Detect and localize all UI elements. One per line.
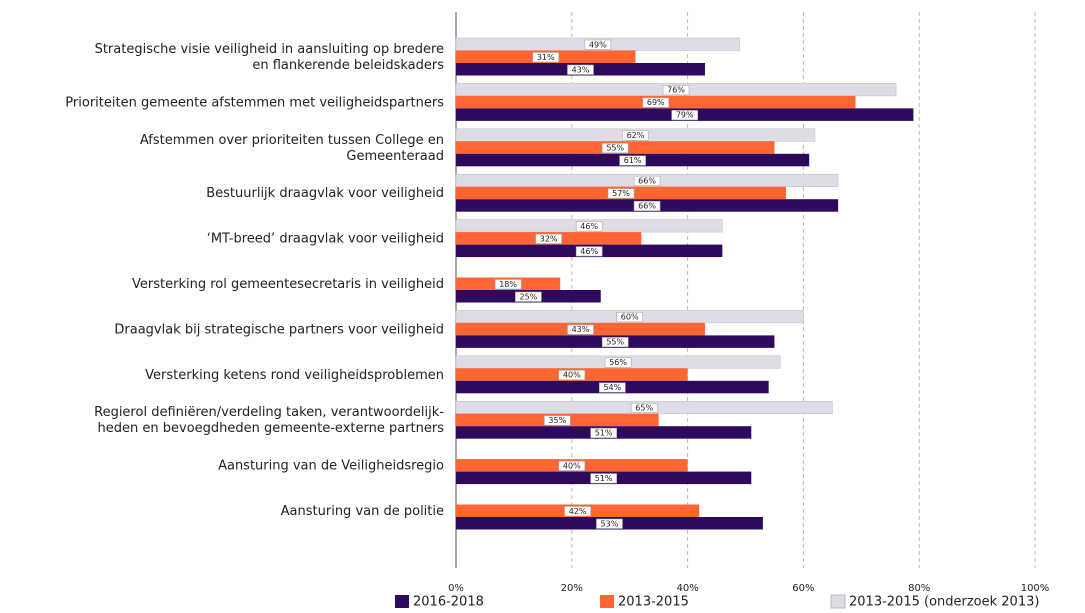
value-label-box — [601, 337, 629, 348]
value-label: 60% — [621, 313, 639, 322]
value-label-box — [575, 221, 603, 232]
value-label: 54% — [603, 383, 621, 392]
value-label: 53% — [601, 519, 619, 528]
value-label-box — [633, 200, 661, 211]
value-label-box — [558, 460, 586, 471]
category-label: Prioriteiten gemeente afstemmen met veil… — [65, 95, 444, 110]
value-label: 32% — [540, 234, 558, 243]
category-label: Strategische visie veiligheid in aanslui… — [95, 42, 445, 73]
category-label: Versterking ketens rond veiligheidsprobl… — [145, 367, 444, 382]
legend-label: 2013-2015 — [618, 595, 689, 610]
category-label: Regierol definiëren/verdeling taken, ver… — [94, 405, 444, 436]
value-label-box — [596, 518, 623, 529]
value-label-box — [604, 357, 632, 368]
value-label-box — [584, 39, 612, 50]
value-label: 51% — [595, 474, 613, 483]
value-label: 76% — [667, 86, 685, 95]
value-label: 56% — [609, 358, 627, 367]
value-label: 55% — [606, 144, 624, 153]
value-label: 46% — [580, 247, 598, 256]
value-label-box — [532, 52, 560, 63]
category-label: Draagvlak bij strategische partners voor… — [114, 322, 444, 337]
value-label-box — [662, 85, 690, 96]
x-tick-label: 40% — [676, 583, 698, 594]
legend-swatch — [830, 594, 846, 609]
value-label-box — [567, 324, 594, 335]
legend-label: 2013-2015 (onderzoek 2013) — [849, 595, 1039, 610]
value-label-box — [642, 97, 670, 108]
legend-swatch — [395, 595, 409, 608]
value-label-box — [601, 143, 629, 154]
x-tick-label: 60% — [792, 583, 814, 594]
value-label: 18% — [499, 280, 517, 289]
value-label: 43% — [572, 65, 590, 74]
value-label-box — [494, 279, 522, 290]
value-label: 31% — [537, 53, 555, 62]
value-label-box — [619, 155, 646, 166]
value-label-box — [535, 233, 562, 244]
x-tick-label: 20% — [561, 583, 583, 594]
value-label-box — [590, 473, 617, 484]
value-label: 40% — [563, 371, 581, 380]
value-label-box — [607, 188, 635, 199]
category-label: Aansturing van de Veiligheidsregio — [218, 458, 444, 473]
value-label: 79% — [676, 111, 694, 120]
value-label-box — [633, 175, 661, 186]
value-label: 51% — [595, 428, 613, 437]
x-tick-label: 80% — [908, 583, 930, 594]
value-label: 43% — [572, 325, 590, 334]
value-label: 69% — [647, 98, 665, 107]
value-label: 55% — [606, 338, 624, 347]
value-label: 62% — [627, 131, 645, 140]
value-label-box — [564, 506, 591, 517]
value-label: 25% — [519, 292, 537, 301]
value-label-box — [590, 427, 617, 439]
value-label-box — [616, 312, 644, 323]
value-label-box — [622, 130, 649, 141]
category-label: ‘MT-breed’ draagvlak voor veiligheid — [207, 231, 444, 246]
value-label-box — [515, 291, 542, 302]
value-label: 35% — [548, 416, 566, 425]
category-label: Bestuurlijk draagvlak voor veiligheid — [206, 186, 444, 201]
value-label-box — [671, 110, 699, 121]
value-label: 65% — [635, 403, 653, 412]
value-label: 46% — [580, 222, 598, 231]
value-label-box — [599, 382, 626, 393]
legend-label: 2016-2018 — [413, 595, 484, 610]
value-label: 40% — [563, 461, 581, 470]
value-label: 61% — [624, 156, 642, 165]
category-label: Versterking rol gemeentesecretaris in ve… — [132, 277, 444, 292]
value-label-box — [558, 369, 586, 381]
value-label-box — [630, 402, 658, 414]
category-label: Afstemmen over prioriteiten tussen Colle… — [140, 132, 444, 163]
value-label: 57% — [612, 189, 630, 198]
category-label: Aansturing van de politie — [281, 504, 444, 519]
value-label: 66% — [638, 176, 656, 185]
x-tick-label: 100% — [1021, 583, 1050, 594]
value-label-box — [567, 64, 594, 75]
value-label-box — [544, 415, 571, 426]
value-label: 49% — [589, 40, 607, 49]
value-label: 66% — [638, 201, 656, 210]
x-tick-label: 0% — [448, 583, 464, 594]
legend-swatch — [600, 595, 614, 608]
value-label-box — [575, 246, 603, 257]
value-label: 42% — [569, 507, 587, 516]
